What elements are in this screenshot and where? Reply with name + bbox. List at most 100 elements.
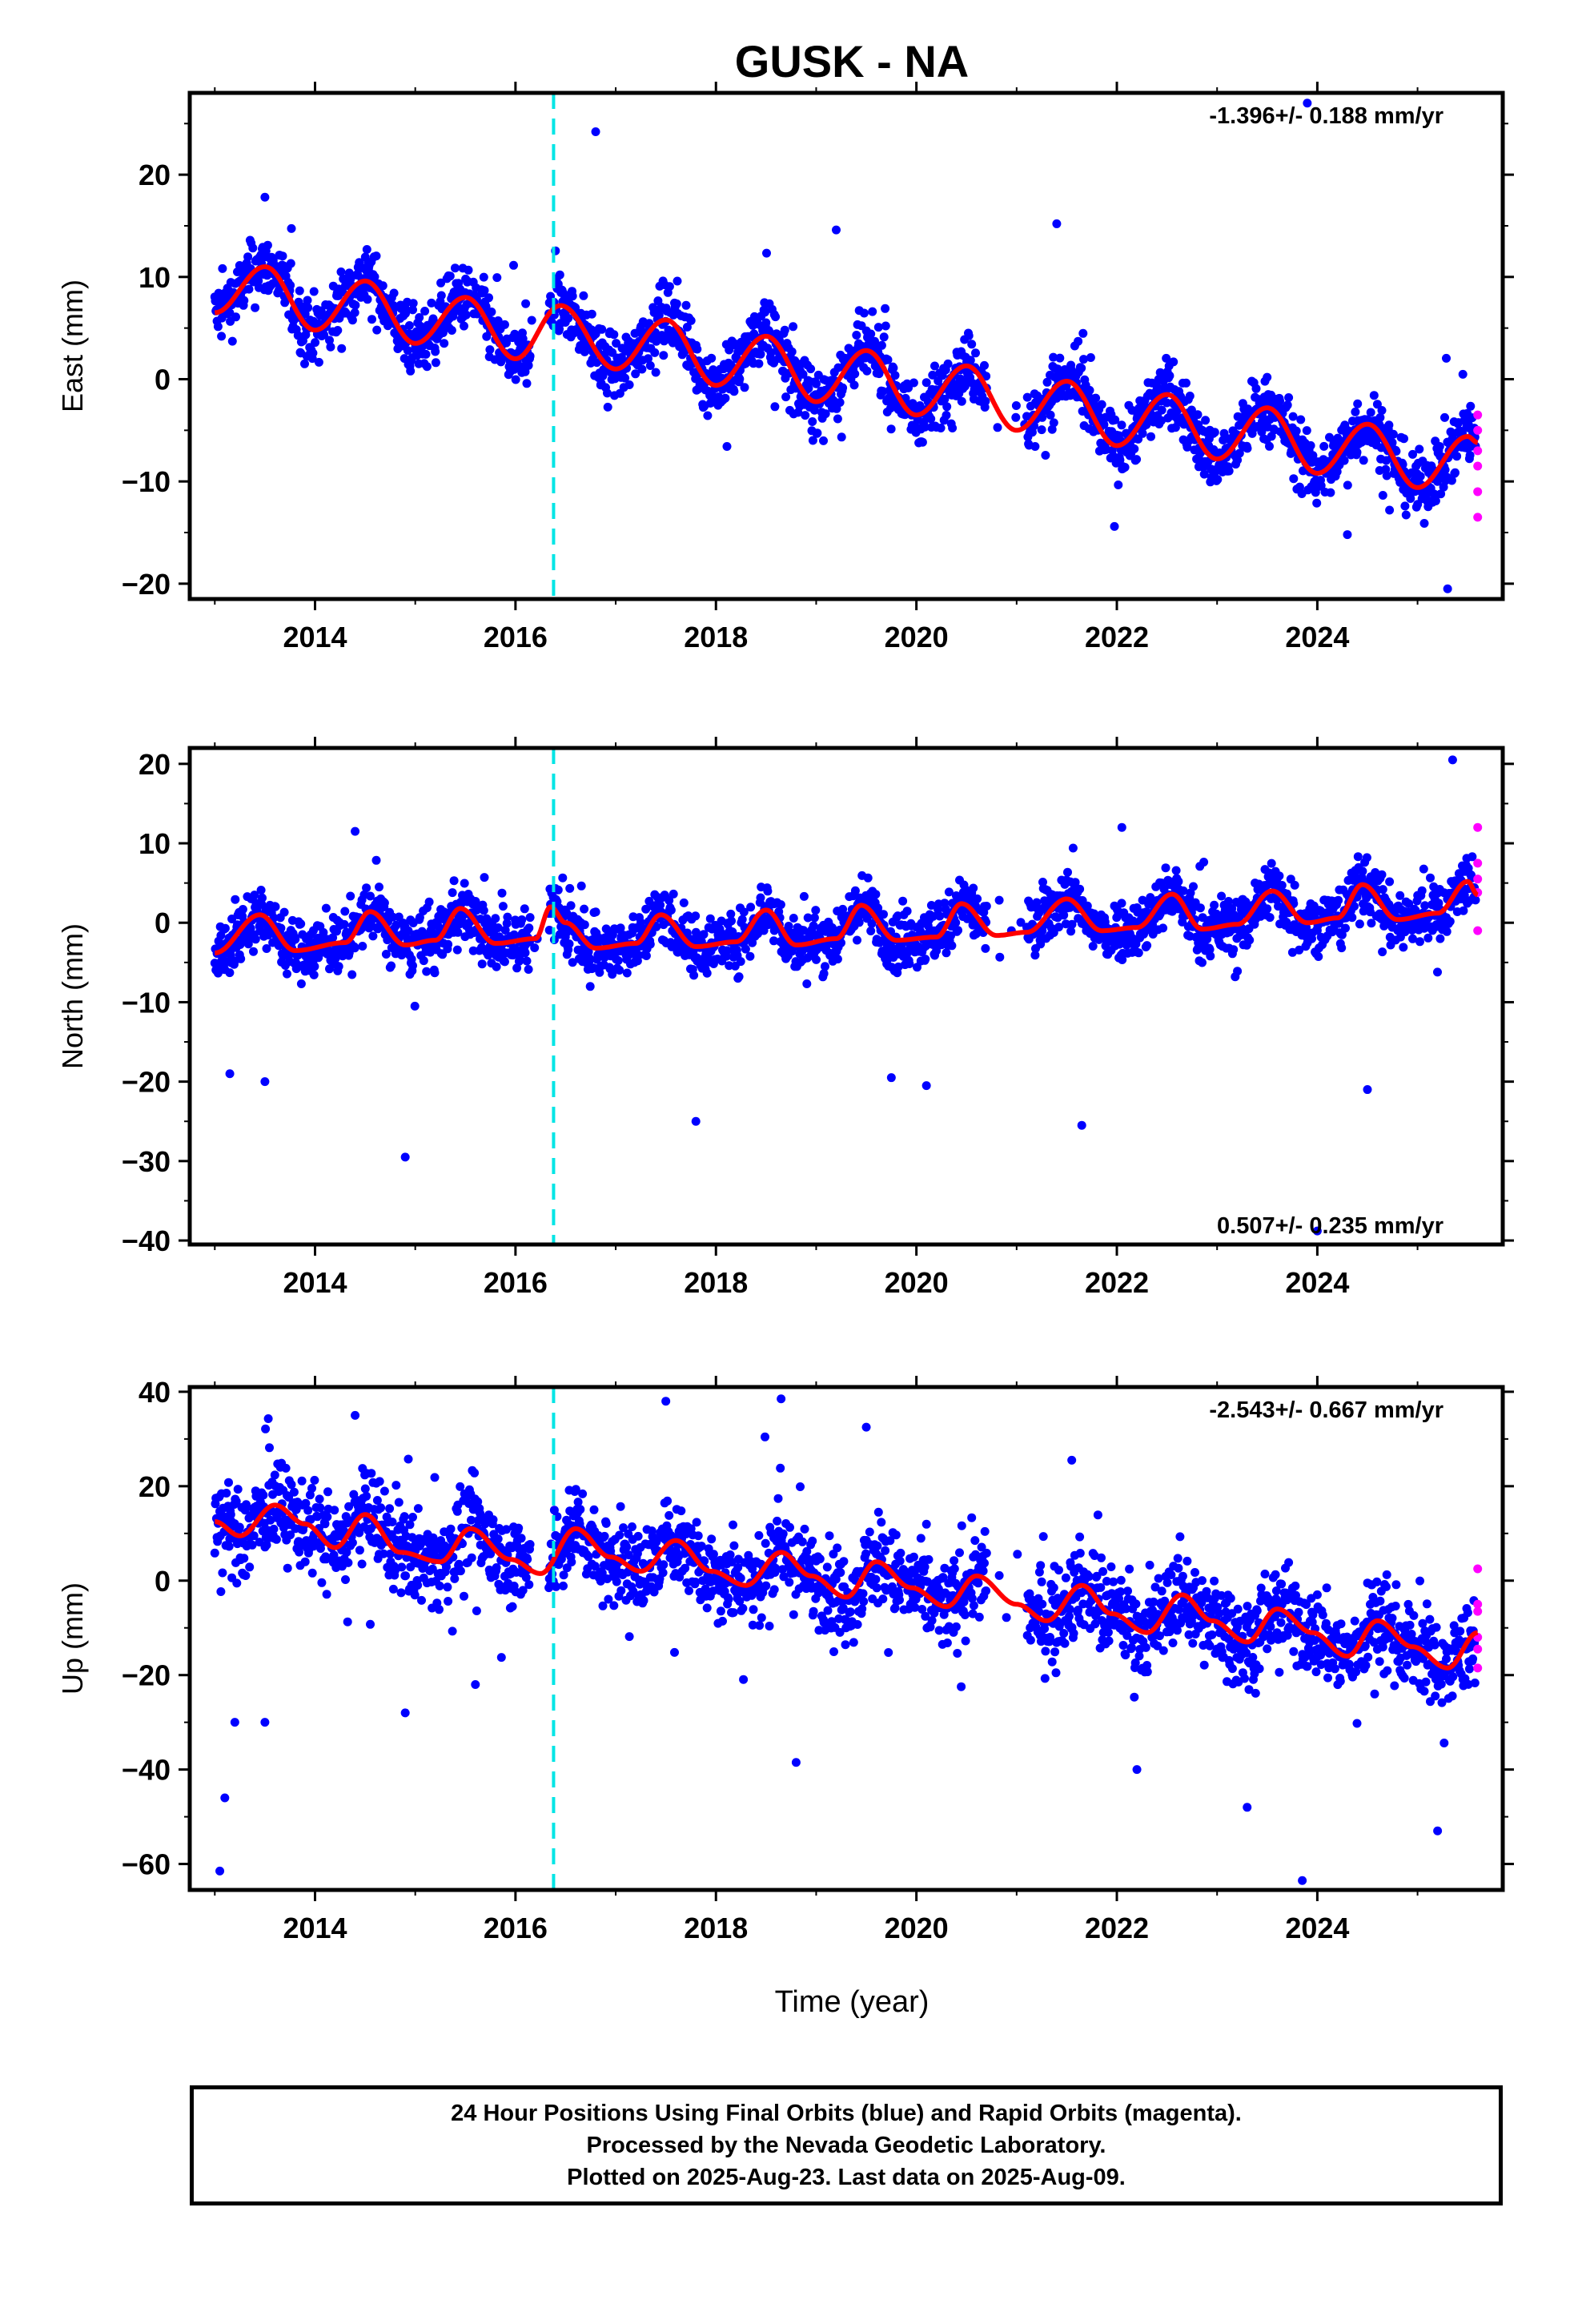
final-orbit-point xyxy=(568,292,577,301)
final-orbit-point xyxy=(1074,336,1083,346)
final-orbit-point xyxy=(517,915,527,924)
final-orbit-point xyxy=(942,402,952,412)
final-orbit-point xyxy=(231,895,240,904)
final-orbit-point xyxy=(220,923,230,933)
final-orbit-point xyxy=(928,370,938,380)
final-orbit-point xyxy=(251,303,260,312)
final-orbit-point xyxy=(1459,906,1468,915)
final-orbit-point xyxy=(419,956,428,966)
final-orbit-point xyxy=(310,962,319,971)
final-orbit-point xyxy=(389,288,399,298)
final-orbit-point xyxy=(808,436,817,445)
final-orbit-point xyxy=(1110,521,1119,531)
plot-area xyxy=(210,1394,1483,1885)
final-orbit-point xyxy=(1415,937,1424,947)
final-orbit-point xyxy=(1408,934,1417,943)
final-orbit-point xyxy=(1378,885,1387,895)
final-orbit-point xyxy=(681,300,691,310)
final-orbit-point xyxy=(266,1515,275,1525)
final-orbit-point xyxy=(665,282,674,292)
final-orbit-point xyxy=(995,952,1005,962)
final-orbit-point xyxy=(371,855,381,865)
x-tick-label: 2016 xyxy=(484,1912,548,1944)
x-tick-label: 2018 xyxy=(684,621,748,653)
final-orbit-outlier xyxy=(1117,822,1126,832)
final-orbit-point xyxy=(326,342,335,352)
final-orbit-point xyxy=(346,275,355,284)
final-orbit-point xyxy=(746,903,756,912)
final-orbit-point xyxy=(403,346,412,356)
final-orbit-point xyxy=(363,295,372,304)
final-orbit-point xyxy=(1391,447,1401,456)
final-orbit-point xyxy=(644,354,652,364)
final-orbit-point xyxy=(333,326,343,335)
final-orbit-point xyxy=(613,956,623,965)
final-orbit-point xyxy=(940,394,950,404)
final-orbit-point xyxy=(1471,895,1480,905)
rapid-orbit-point xyxy=(1473,926,1483,935)
final-orbit-point xyxy=(803,913,813,923)
final-orbit-point xyxy=(1400,501,1410,511)
final-orbit-point xyxy=(893,962,903,971)
final-orbit-point xyxy=(314,953,323,963)
final-orbit-point xyxy=(303,296,312,305)
final-orbit-point xyxy=(404,321,414,330)
final-orbit-point xyxy=(693,344,702,354)
plot-area xyxy=(210,755,1483,1236)
final-orbit-point xyxy=(1063,867,1072,877)
final-orbit-point xyxy=(342,1547,351,1557)
final-orbit-point xyxy=(289,1487,299,1497)
rapid-orbit-point xyxy=(1473,461,1483,471)
final-orbit-point xyxy=(703,411,713,420)
final-orbit-point xyxy=(873,323,883,332)
panel-frame xyxy=(187,746,1505,1247)
final-orbit-point xyxy=(776,900,785,910)
final-orbit-point xyxy=(879,332,889,342)
final-orbit-point xyxy=(609,330,619,340)
final-orbit-point xyxy=(213,322,223,332)
final-orbit-point xyxy=(235,1522,244,1532)
final-orbit-point xyxy=(705,914,715,923)
final-orbit-point xyxy=(225,968,235,978)
final-orbit-points xyxy=(210,1394,1480,1885)
final-orbit-point xyxy=(1296,415,1306,424)
final-orbit-outlier xyxy=(831,225,841,235)
final-orbit-point xyxy=(233,920,242,930)
final-orbit-point xyxy=(503,912,512,922)
final-orbit-point xyxy=(362,883,371,893)
final-orbit-point xyxy=(325,336,334,345)
final-orbit-point xyxy=(448,888,457,898)
final-orbit-point xyxy=(520,904,529,914)
final-orbit-point xyxy=(1099,420,1109,429)
final-orbit-point xyxy=(286,1530,295,1540)
final-orbit-point xyxy=(233,1485,243,1494)
rapid-orbit-points xyxy=(1473,822,1483,935)
final-orbit-point xyxy=(804,384,813,393)
final-orbit-point xyxy=(295,286,304,296)
final-orbit-point xyxy=(886,424,896,434)
final-orbit-point xyxy=(1075,884,1085,894)
final-orbit-point xyxy=(740,383,749,392)
final-orbit-point xyxy=(1201,416,1211,425)
final-orbit-outlier xyxy=(351,826,360,836)
final-orbit-point xyxy=(1091,393,1101,403)
final-orbit-point xyxy=(808,417,817,426)
final-orbit-point xyxy=(1375,412,1385,422)
final-orbit-outlier xyxy=(1303,99,1312,108)
final-orbit-point xyxy=(926,414,936,424)
final-orbit-point xyxy=(287,1480,296,1490)
final-orbit-point xyxy=(1206,951,1215,961)
final-orbit-point xyxy=(477,959,487,969)
final-orbit-point xyxy=(1295,945,1304,955)
y-tick-label: −40 xyxy=(122,1224,171,1257)
final-orbit-point xyxy=(736,957,745,967)
x-tick-label: 2016 xyxy=(484,1266,548,1299)
final-orbit-point xyxy=(1077,364,1086,373)
final-orbit-point xyxy=(1451,468,1460,477)
final-orbit-point xyxy=(1162,353,1171,363)
final-orbit-point xyxy=(568,958,577,967)
final-orbit-point xyxy=(218,1568,227,1578)
final-orbit-point xyxy=(727,916,736,926)
final-orbit-point xyxy=(964,331,974,340)
final-orbit-point xyxy=(360,1484,370,1494)
